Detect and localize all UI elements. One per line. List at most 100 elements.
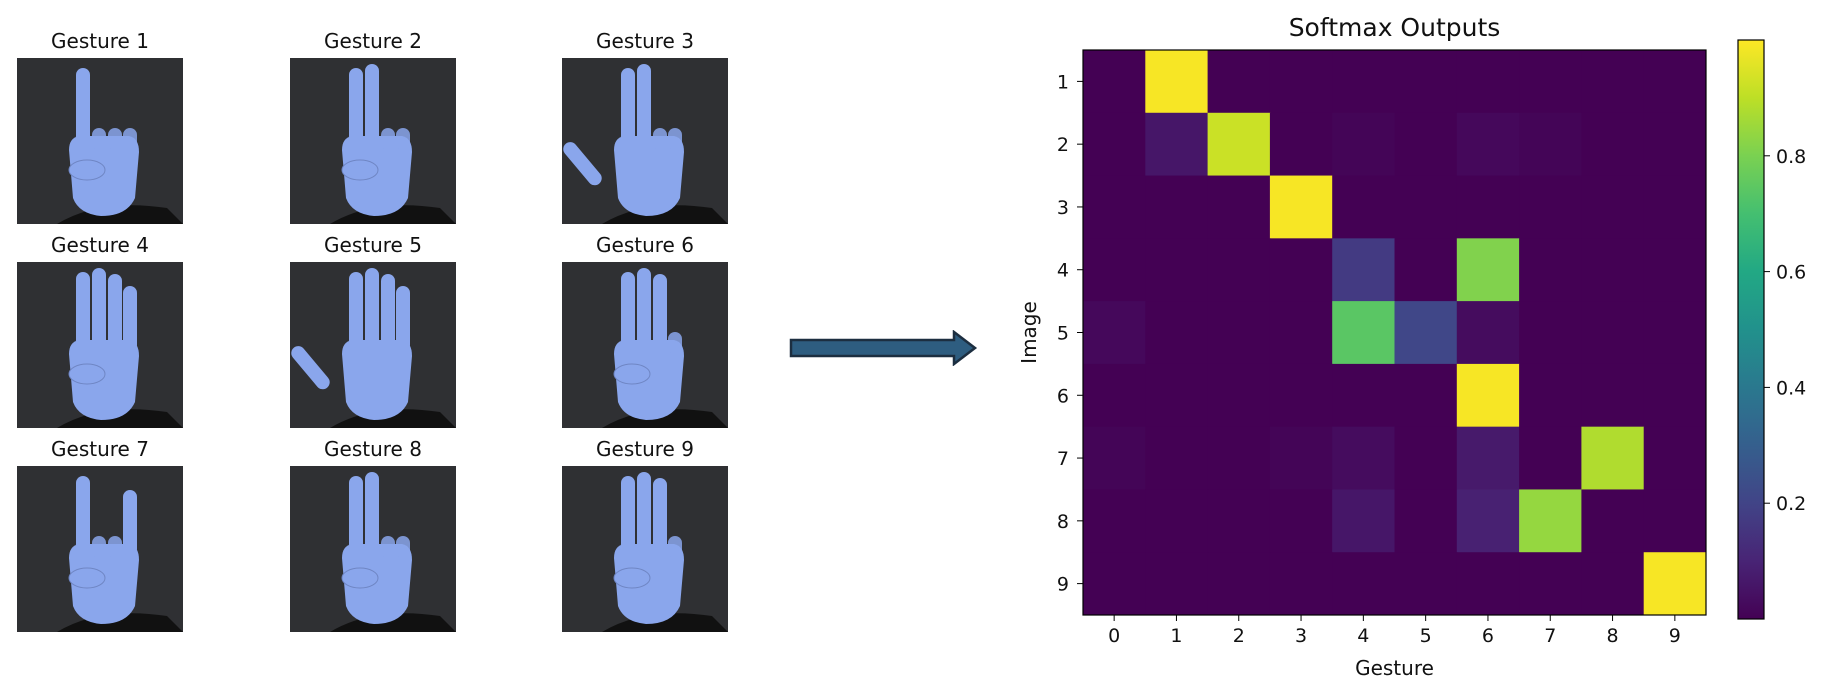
gesture-hand-image (562, 262, 728, 428)
gesture-panel-7: Gesture 7 (17, 437, 183, 633)
heatmap-cell (1456, 112, 1520, 177)
heatmap-cell (1456, 175, 1520, 239)
heatmap-cell (1207, 238, 1271, 302)
gesture-hand-image (562, 58, 728, 224)
heatmap-cells (1083, 50, 1707, 616)
hand-icon (602, 472, 728, 632)
heatmap-cell (1581, 301, 1645, 365)
heatmap-cell (1643, 50, 1707, 114)
heatmap-cell (1581, 175, 1645, 239)
heatmap-cell (1643, 175, 1707, 239)
heatmap-cell (1394, 489, 1458, 553)
heatmap-cell (1207, 50, 1271, 114)
heatmap-cell (1269, 175, 1333, 239)
heatmap-cell (1083, 426, 1146, 490)
gesture-panel-4: Gesture 4 (17, 233, 183, 429)
y-tick-label: 9 (1057, 574, 1069, 596)
heatmap-cell (1332, 363, 1395, 428)
colorbar-tick-label: 0.8 (1776, 146, 1806, 168)
hand-icon (563, 64, 728, 224)
heatmap-cell (1145, 50, 1209, 114)
heatmap-cell (1207, 552, 1271, 616)
heatmap-cell (1083, 552, 1146, 616)
heatmap-cell (1456, 301, 1520, 365)
y-tick-label: 1 (1057, 71, 1069, 93)
heatmap-cell (1519, 238, 1582, 302)
gesture-title: Gesture 5 (324, 233, 422, 257)
hand-icon (57, 476, 183, 632)
hand-icon (330, 64, 456, 224)
heatmap-cell (1269, 552, 1333, 616)
heatmap-cell (1643, 489, 1707, 553)
heatmap-cell (1456, 363, 1520, 428)
hand-icon (330, 472, 456, 632)
heatmap-cell (1145, 175, 1209, 239)
heatmap-cell (1332, 112, 1395, 177)
heatmap-cell (1145, 489, 1209, 553)
heatmap-cell (1332, 50, 1395, 114)
heatmap-cell (1145, 301, 1209, 365)
heatmap-cell (1456, 489, 1520, 553)
heatmap-cell (1145, 238, 1209, 302)
heatmap-cell (1519, 552, 1582, 616)
heatmap-cell (1394, 301, 1458, 365)
x-tick-label: 8 (1607, 625, 1619, 647)
heatmap-cell (1332, 489, 1395, 553)
gesture-title: Gesture 2 (324, 29, 422, 53)
heatmap-cell (1581, 426, 1645, 490)
heatmap-cell (1332, 238, 1395, 302)
heatmap-cell (1519, 426, 1582, 490)
heatmap-cell (1207, 175, 1271, 239)
heatmap-cell (1269, 489, 1333, 553)
heatmap-cell (1581, 363, 1645, 428)
heatmap-cell (1394, 363, 1458, 428)
heatmap-cell (1643, 112, 1707, 177)
chart-title: Softmax Outputs (1289, 13, 1501, 42)
heatmap-cell (1581, 489, 1645, 553)
heatmap-cell (1269, 238, 1333, 302)
x-axis-label: Gesture (1355, 656, 1434, 680)
heatmap-cell (1083, 175, 1146, 239)
heatmap-cell (1643, 238, 1707, 302)
gesture-hand-image (17, 262, 183, 428)
y-tick-label: 3 (1057, 197, 1069, 219)
y-tick-label: 2 (1057, 134, 1069, 156)
x-tick-label: 9 (1669, 625, 1681, 647)
hand-icon (57, 68, 183, 224)
heatmap-cell (1519, 363, 1582, 428)
heatmap-cell (1519, 50, 1582, 114)
x-tick-label: 6 (1482, 625, 1494, 647)
hand-icon (57, 268, 183, 428)
heatmap-cell (1269, 426, 1333, 490)
y-tick-label: 5 (1057, 323, 1069, 345)
gesture-title: Gesture 1 (51, 29, 149, 53)
heatmap-cell (1643, 363, 1707, 428)
arrow-icon (789, 330, 978, 366)
gesture-title: Gesture 6 (596, 233, 694, 257)
gesture-panel-1: Gesture 1 (17, 29, 183, 225)
heatmap-cell (1083, 112, 1146, 177)
gesture-hand-image (562, 466, 728, 632)
heatmap-cell (1269, 301, 1333, 365)
x-tick-label: 3 (1295, 625, 1307, 647)
heatmap-cell (1519, 489, 1582, 553)
heatmap-cell (1643, 552, 1707, 616)
gesture-panel-3: Gesture 3 (562, 29, 728, 225)
gesture-panel-9: Gesture 9 (562, 437, 728, 633)
x-tick-label: 1 (1170, 625, 1182, 647)
heatmap-cell (1581, 552, 1645, 616)
heatmap-cell (1269, 50, 1333, 114)
hand-icon (602, 268, 728, 428)
heatmap-cell (1519, 112, 1582, 177)
gesture-title: Gesture 8 (324, 437, 422, 461)
heatmap-cell (1643, 426, 1707, 490)
hand-icon (291, 268, 456, 428)
heatmap-cell (1083, 50, 1146, 114)
heatmap-cell (1456, 238, 1520, 302)
heatmap-cell (1332, 175, 1395, 239)
heatmap-cell (1145, 363, 1209, 428)
y-axis-label: Image (1017, 301, 1041, 364)
y-tick-label: 7 (1057, 448, 1069, 470)
heatmap-cell (1456, 50, 1520, 114)
gesture-title: Gesture 4 (51, 233, 149, 257)
